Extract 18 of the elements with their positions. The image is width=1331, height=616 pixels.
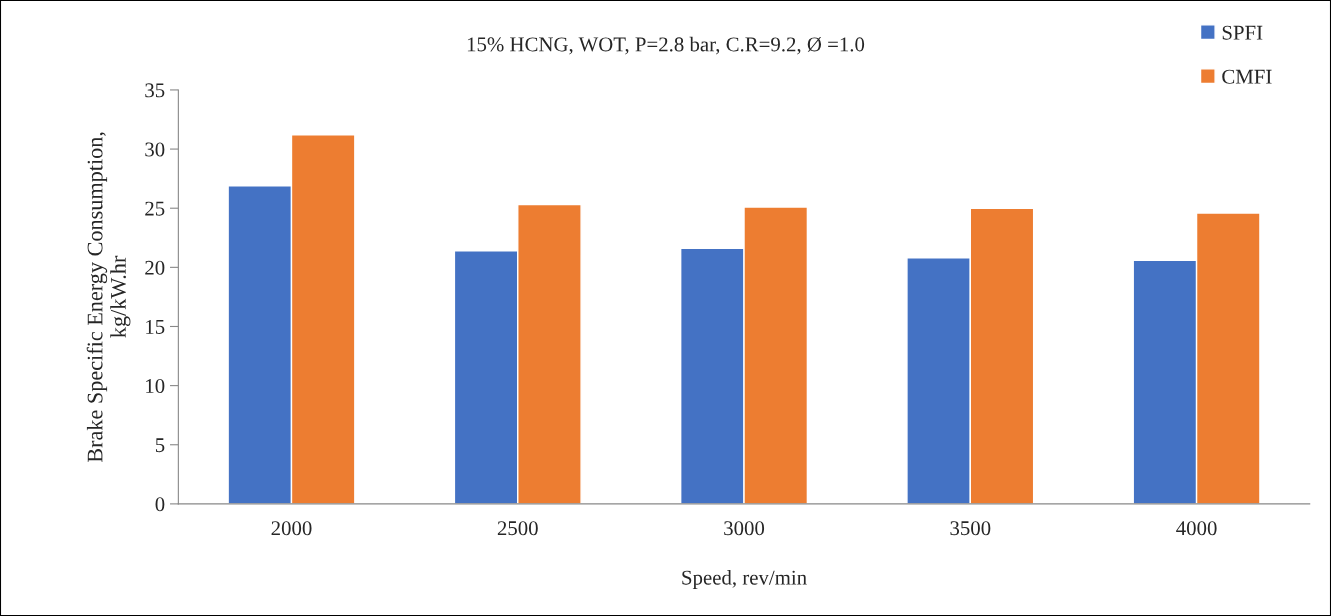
legend-label: CMFI bbox=[1222, 69, 1272, 84]
x-tick-label: 3500 bbox=[950, 521, 991, 536]
chart-title: 15% HCNG, WOT, P=2.8 bar, C.R=9.2, Ø =1.0 bbox=[467, 36, 865, 55]
legend-label: SPFI bbox=[1222, 25, 1263, 40]
x-axis-title: Speed, rev/min bbox=[682, 570, 807, 589]
y-axis-title: Brake Specific Energy Consumption, kg/kW.hr bbox=[86, 132, 131, 463]
y-tick-label: 25 bbox=[145, 201, 165, 216]
y-tick-label: 35 bbox=[145, 83, 165, 98]
x-tick-label: 3000 bbox=[724, 521, 765, 536]
y-tick-label: 15 bbox=[146, 319, 165, 334]
y-tick-label: 10 bbox=[146, 378, 165, 394]
y-tick-label: 30 bbox=[145, 142, 165, 157]
x-tick-label: 4000 bbox=[1176, 521, 1217, 536]
y-tick-label: 20 bbox=[145, 260, 165, 275]
x-tick-label: 2500 bbox=[497, 521, 538, 536]
y-tick-label: 0 bbox=[155, 497, 165, 512]
y-tick-label: 5 bbox=[155, 438, 165, 453]
x-tick-label: 2000 bbox=[271, 521, 312, 536]
